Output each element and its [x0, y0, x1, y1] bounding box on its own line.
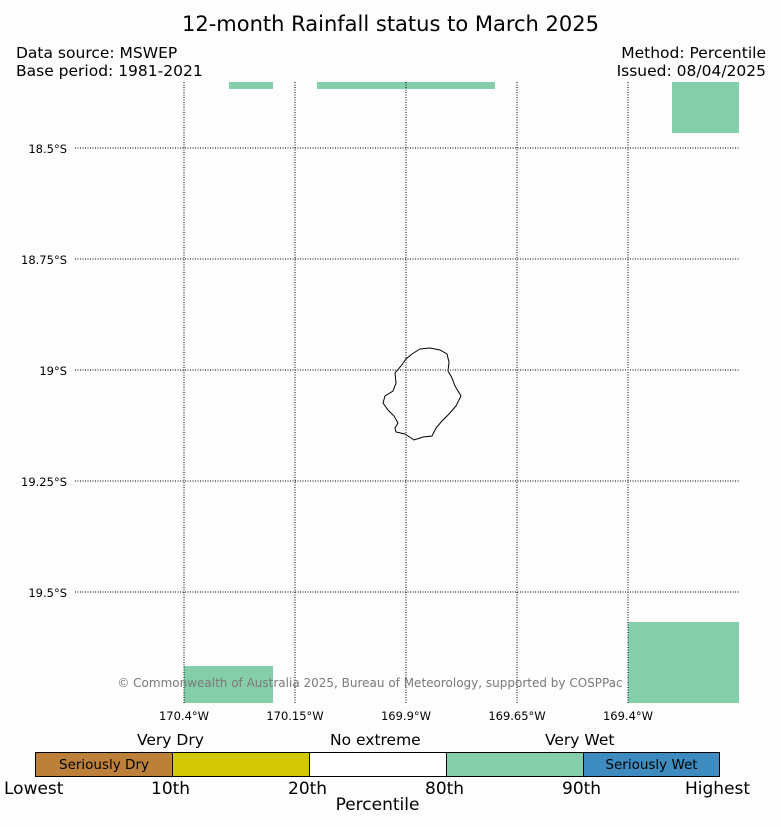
legend-no-extreme-label: No extreme — [330, 731, 421, 749]
legend-tick-20th: 20th — [288, 779, 328, 799]
map-plot: 18.5°S 18.75°S 19°S 19.25°S 19.5°S 170.4… — [21, 82, 739, 720]
legend-tick-10th: 10th — [151, 779, 191, 799]
meta-right: Method: Percentile Issued: 08/04/2025 — [617, 44, 766, 80]
data-source-text: Data source: MSWEP — [16, 44, 178, 62]
lon-label: 169.9°W — [381, 709, 431, 720]
lat-labels: 18.5°S 18.75°S 19°S 19.25°S 19.5°S — [21, 142, 67, 600]
island-outline — [382, 347, 462, 441]
legend-tick-lowest: Lowest — [4, 779, 64, 799]
legend-tick-90th: 90th — [562, 779, 602, 799]
lat-label: 19.25°S — [21, 475, 67, 489]
legend-tick-highest: Highest — [685, 779, 751, 799]
lon-label: 170.15°W — [266, 709, 323, 720]
lat-label: 19.5°S — [28, 586, 67, 600]
legend-xlabel: Percentile — [335, 795, 420, 815]
base-period-text: Base period: 1981-2021 — [16, 62, 203, 80]
issued-text: Issued: 08/04/2025 — [616, 62, 766, 80]
legend-wet — [446, 752, 584, 777]
legend-seriously-dry: Seriously Dry — [35, 752, 173, 777]
lat-label: 18.5°S — [28, 142, 67, 156]
legend-very-dry-label: Very Dry — [137, 731, 204, 749]
legend-very-wet-label: Very Wet — [545, 731, 615, 749]
legend-tick-80th: 80th — [425, 779, 465, 799]
copyright-text: © Commonwealth of Australia 2025, Bureau… — [117, 676, 623, 690]
legend-seriously-wet: Seriously Wet — [583, 752, 720, 777]
lon-label: 169.65°W — [488, 709, 545, 720]
lat-label: 19°S — [39, 364, 67, 378]
very-wet-cell — [672, 82, 739, 133]
gridlines — [75, 82, 739, 703]
very-wet-cell — [184, 666, 273, 703]
meta-left: Data source: MSWEP Base period: 1981-202… — [16, 44, 203, 80]
very-wet-cell — [229, 82, 273, 89]
lon-label: 169.4°W — [603, 709, 653, 720]
legend-dry — [172, 752, 310, 777]
lat-label: 18.75°S — [21, 253, 67, 267]
very-wet-cell — [628, 622, 739, 703]
method-text: Method: Percentile — [621, 44, 766, 62]
lon-labels: 170.4°W 170.15°W 169.9°W 169.65°W 169.4°… — [159, 709, 653, 720]
legend-no-extreme — [309, 752, 447, 777]
lon-label: 170.4°W — [159, 709, 209, 720]
very-wet-cells — [184, 82, 739, 703]
map-title: 12-month Rainfall status to March 2025 — [182, 12, 599, 36]
